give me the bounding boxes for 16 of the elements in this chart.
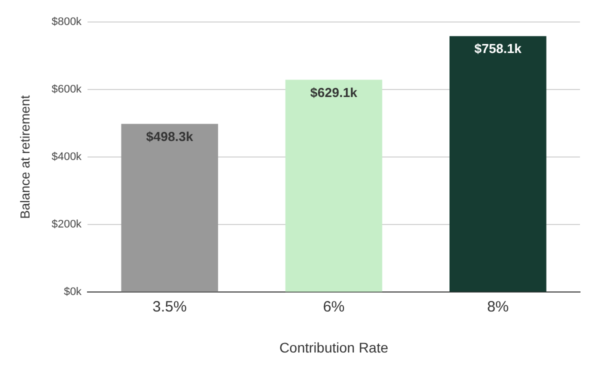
- y-tick-label: $800k: [52, 16, 82, 28]
- x-tick-label: 3.5%: [152, 298, 187, 316]
- bar: [450, 36, 546, 292]
- x-tick-label: 8%: [487, 298, 509, 316]
- data-label: $629.1k: [310, 84, 358, 100]
- y-tick-label: $200k: [52, 218, 82, 231]
- x-axis-title: Contribution Rate: [279, 339, 388, 356]
- data-label: $758.1k: [474, 41, 522, 56]
- y-tick-label: $0k: [64, 286, 82, 298]
- y-axis-title: Balance at retirement: [17, 94, 32, 219]
- data-label: $498.3k: [146, 128, 194, 144]
- y-tick-label: $400k: [52, 151, 82, 164]
- bar: [121, 124, 218, 292]
- x-tick-label: 6%: [322, 298, 345, 316]
- bar: [285, 80, 382, 292]
- y-tick-label: $600k: [52, 84, 82, 96]
